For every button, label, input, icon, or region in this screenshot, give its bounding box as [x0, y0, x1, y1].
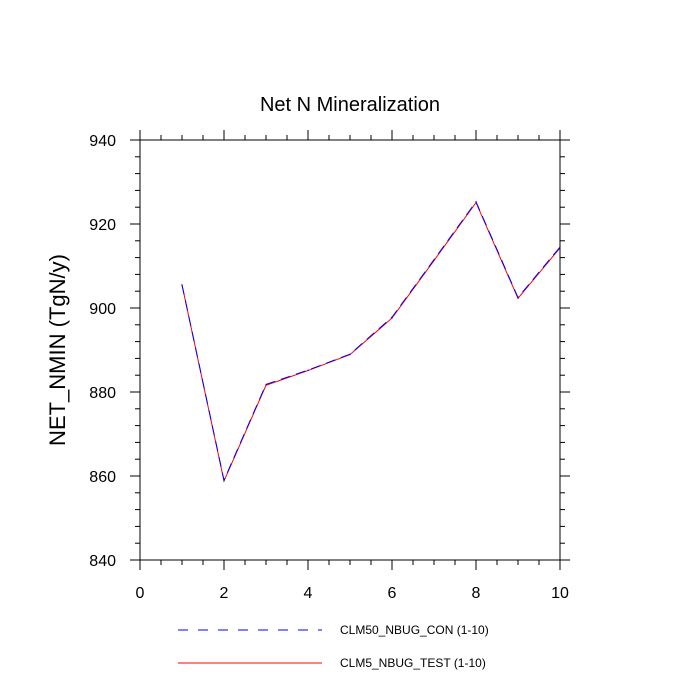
x-tick-label: 4 — [304, 585, 313, 602]
series-1-point — [433, 259, 435, 261]
legend-label-1: CLM50_NBUG_CON (1-10) — [340, 623, 489, 637]
x-tick-label: 8 — [472, 585, 481, 602]
x-tick-label: 10 — [551, 585, 569, 602]
y-tick-label: 940 — [89, 133, 116, 150]
series-1-point — [181, 284, 183, 286]
series-1-point — [517, 296, 519, 299]
x-tick-label: 6 — [388, 585, 397, 602]
y-tick-label: 880 — [89, 385, 116, 402]
series-1-point — [307, 369, 309, 371]
series-1-point — [349, 353, 351, 355]
series-1-point — [265, 383, 267, 386]
legend-label-2: CLM5_NBUG_TEST (1-10) — [340, 656, 486, 670]
y-tick-label: 900 — [89, 301, 116, 318]
x-tick-label: 2 — [220, 585, 229, 602]
y-tick-label: 920 — [89, 217, 116, 234]
legend: CLM50_NBUG_CON (1-10) CLM5_NBUG_TEST (1-1… — [178, 623, 489, 670]
tick-labels: 0 2 4 6 8 10 840 860 880 900 920 940 — [89, 133, 569, 602]
series-lines — [181, 200, 560, 483]
series-line-2 — [181, 201, 560, 483]
series-1-point — [223, 479, 225, 481]
series-1-point — [391, 316, 393, 318]
y-tick-label: 860 — [89, 469, 116, 486]
x-tick-label: 0 — [136, 585, 145, 602]
series-2-point — [265, 384, 267, 386]
plot-frame — [139, 139, 561, 561]
series-1-point — [475, 201, 477, 203]
chart-title: Net N Mineralization — [260, 94, 440, 116]
axis-ticks — [130, 130, 570, 570]
series-line-1 — [181, 200, 560, 482]
y-tick-label: 840 — [89, 553, 116, 570]
y-axis-label: NET_NMIN (TgN/y) — [45, 254, 70, 446]
